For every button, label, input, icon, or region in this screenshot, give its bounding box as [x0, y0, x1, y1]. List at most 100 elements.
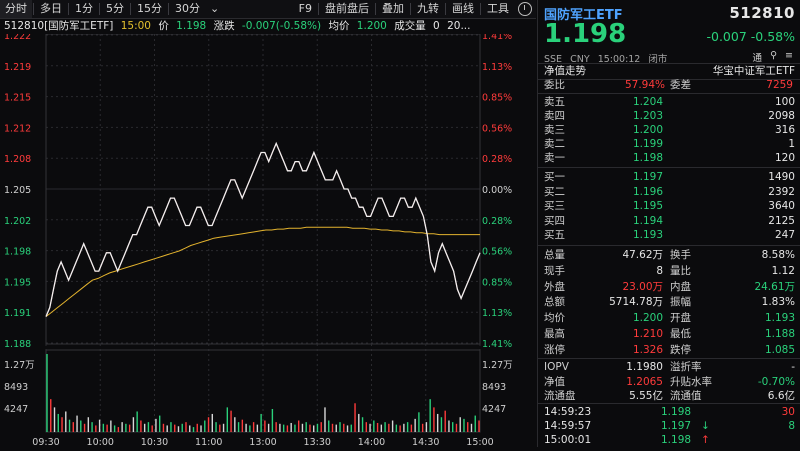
bid-row[interactable]: 买五 1.193 247	[538, 229, 800, 242]
ask-price: 1.203	[632, 110, 663, 122]
stat-label: 总额	[544, 296, 565, 309]
stat-row: 均价 1.200 开盘 1.193	[538, 312, 800, 325]
ask-row[interactable]: 卖四 1.203 2098	[538, 110, 800, 123]
info-more: 20...	[447, 20, 471, 32]
pct-axis-label: 0.85%	[482, 277, 512, 288]
menu-icon[interactable]: ≡	[785, 50, 793, 61]
stat-label: 振幅	[670, 296, 691, 309]
draw-line-button[interactable]: 画线	[452, 2, 474, 15]
security-title: 512810[国防军工ETF]	[4, 20, 114, 32]
time-axis-label: 11:00	[195, 437, 222, 447]
stat-row: 最高 1.210 最低 1.188	[538, 328, 800, 341]
volume-axis-label: 8493	[4, 382, 28, 393]
volume-axis-label-right: 1.27万	[482, 360, 513, 371]
ask-row[interactable]: 卖三 1.200 316	[538, 124, 800, 137]
f9-button[interactable]: F9	[298, 2, 312, 15]
tick-price: 1.197	[661, 420, 692, 432]
ask-volume: 120	[774, 152, 795, 164]
stat-value: -0.70%	[757, 375, 795, 388]
pct-axis-label: 0.00%	[482, 185, 512, 196]
currency: CNY	[570, 54, 590, 65]
pct-axis-label: 0.28%	[482, 154, 512, 165]
chart-toolbar: 分时 多日 1分 5分 15分 30分 ⌄ F9 盘前盘后 叠加 九转 画线 工…	[0, 0, 536, 19]
bid-level-label: 买一	[544, 171, 565, 183]
stat-label: 最低	[670, 328, 691, 340]
ask-row[interactable]: 卖一 1.198 120	[538, 152, 800, 165]
stat-row: 流通盘 5.55亿 流通值 6.6亿	[538, 390, 800, 403]
time-axis-label: 14:30	[412, 437, 439, 447]
ask-volume: 1	[788, 138, 795, 150]
nav-trend-link[interactable]: 净值走势	[544, 65, 586, 77]
stat-label: 内盘	[670, 280, 691, 293]
quote-time: 15:00:12	[597, 54, 641, 65]
stat-label: 溢折率	[670, 361, 702, 373]
ask-price: 1.204	[632, 96, 663, 108]
stat-value: 1.085	[764, 343, 795, 356]
exchange: SSE	[544, 54, 563, 65]
volume-axis-label: 4247	[4, 404, 28, 415]
tick-time: 14:59:57	[544, 420, 592, 432]
stat-value: 23.00万	[622, 280, 663, 293]
bid-row[interactable]: 买三 1.195 3640	[538, 200, 800, 213]
tick-volume: 8	[788, 420, 795, 432]
ask-row[interactable]: 卖二 1.199 1	[538, 138, 800, 151]
search-icon[interactable]: ⚲	[770, 50, 778, 61]
price-axis-label: 1.215	[4, 93, 31, 104]
tab-intraday[interactable]: 分时	[0, 0, 32, 18]
tick-price: 1.198	[661, 434, 692, 446]
price-change: -0.007 -0.58%	[706, 29, 795, 44]
stat-value: 47.62万	[622, 249, 663, 261]
stat-label: 换手	[670, 249, 691, 261]
ask-volume: 2098	[768, 110, 795, 122]
intraday-chart[interactable]: 1.222 1.41% 1.219 1.13% 1.215 0.85% 1.212 0.56%…	[0, 31, 536, 448]
stat-value: 1.188	[764, 328, 795, 340]
stat-value: 8.58%	[761, 249, 795, 261]
stat-label: 最高	[544, 328, 565, 340]
time-axis-label: 09:30	[32, 437, 59, 447]
ask-level-label: 卖四	[544, 110, 565, 122]
price-line	[45, 141, 481, 317]
change-label: 涨跌	[213, 20, 235, 32]
pct-axis-label: 0.56%	[482, 123, 512, 134]
nine-turn-button[interactable]: 九转	[417, 2, 439, 15]
overlay-button[interactable]: 叠加	[382, 2, 404, 15]
tab-multi-day[interactable]: 多日	[40, 2, 62, 15]
tick-row[interactable]: 14:59:57 1.197 ↓ 8	[538, 420, 800, 433]
bid-row[interactable]: 买二 1.196 2392	[538, 186, 800, 199]
tab-30min[interactable]: 30分	[175, 2, 200, 15]
period-dropdown-icon[interactable]: ⌄	[210, 2, 220, 15]
bid-price: 1.195	[632, 200, 663, 212]
pre-post-market-button[interactable]: 盘前盘后	[325, 2, 369, 15]
fund-name-link[interactable]: 华宝中证军工ETF	[712, 65, 795, 77]
tools-button[interactable]: 工具	[487, 2, 509, 15]
time-axis-label: 15:00	[466, 437, 493, 447]
bid-row[interactable]: 买一 1.197 1490	[538, 171, 800, 184]
stat-label: 均价	[544, 312, 565, 325]
price-axis-label: 1.195	[4, 277, 31, 288]
last-price: 1.198	[544, 19, 627, 49]
security-name[interactable]: 国防军工ETF	[544, 8, 623, 23]
intraday-chart-svg[interactable]: 1.222 1.41% 1.219 1.13% 1.215 0.85% 1.212 0.56%…	[0, 31, 536, 448]
stat-row: IOPV 1.1980 溢折率 -	[538, 361, 800, 374]
pct-axis-label: 0.28%	[482, 216, 512, 227]
stat-value: 1.210	[632, 328, 663, 340]
stat-value: 1.193	[764, 312, 795, 325]
volume-axis-label-right: 8493	[482, 382, 506, 393]
ask-row[interactable]: 卖五 1.204 100	[538, 96, 800, 109]
stat-row: 总额 5714.78万 振幅 1.83%	[538, 296, 800, 309]
tab-15min[interactable]: 15分	[137, 2, 162, 15]
tong-badge[interactable]: 通	[752, 53, 763, 64]
tab-1min[interactable]: 1分	[75, 2, 93, 15]
tab-5min[interactable]: 5分	[106, 2, 124, 15]
weicha-value: 7259	[766, 79, 793, 91]
pct-axis-label: 1.41%	[482, 339, 512, 350]
ask-level-label: 卖三	[544, 124, 565, 136]
price-label: 价	[158, 20, 169, 32]
tick-row[interactable]: 14:59:23 1.198 30	[538, 406, 800, 419]
bid-row[interactable]: 买四 1.194 2125	[538, 215, 800, 228]
current-time: 15:00	[120, 20, 151, 32]
info-icon[interactable]	[518, 2, 532, 16]
tick-row[interactable]: 15:00:01 1.198 ↑	[538, 434, 800, 447]
pct-axis-label: 0.56%	[482, 247, 512, 258]
bid-volume: 247	[774, 229, 795, 241]
